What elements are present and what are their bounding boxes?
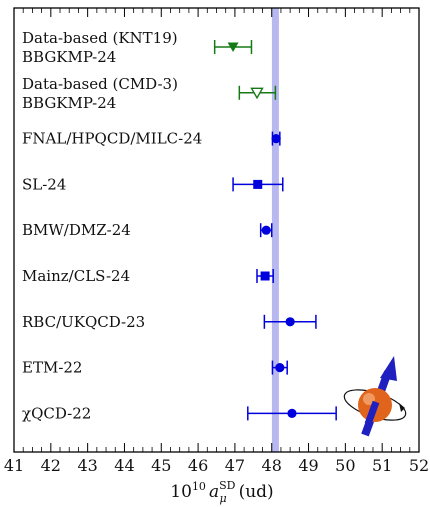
row-label: FNAL/HPQCD/MILC-24 [22, 130, 202, 148]
data-point [275, 363, 285, 373]
data-row: χQCD-22 [22, 404, 337, 422]
average-band [271, 8, 279, 452]
data-row: BMW/DMZ-24 [22, 221, 273, 239]
data-rows: Data-based (KNT19) BBGKMP-24 Data-based (C… [22, 29, 337, 422]
data-point [260, 271, 270, 281]
x-tick-label: 42 [41, 456, 61, 475]
row-label: Data-based (CMD-3) BBGKMP-24 [22, 75, 178, 112]
data-point [271, 134, 281, 144]
x-tick-label: 41 [4, 456, 24, 475]
data-point [287, 408, 297, 418]
muon-spin-icon [343, 356, 407, 437]
row-label: χQCD-22 [22, 404, 91, 422]
data-row: FNAL/HPQCD/MILC-24 [22, 130, 281, 148]
data-row: Data-based (CMD-3) BBGKMP-24 [22, 75, 277, 112]
x-tick-label: 44 [114, 456, 134, 475]
row-label: ETM-22 [22, 359, 82, 377]
data-point [250, 87, 264, 100]
data-point [253, 179, 263, 189]
x-tick-label: 45 [151, 456, 171, 475]
data-row: Data-based (KNT19) BBGKMP-24 [22, 29, 253, 66]
data-point [285, 317, 295, 327]
row-label: RBC/UKQCD-23 [22, 313, 145, 331]
x-tick-label: 52 [409, 456, 429, 475]
row-label: SL-24 [22, 175, 66, 193]
data-row: Mainz/CLS-24 [22, 267, 274, 285]
data-row: SL-24 [22, 175, 284, 193]
x-tick-label: 46 [188, 456, 208, 475]
average-band-rect [271, 8, 279, 452]
x-axis-ticks: 41 42 43 44 45 46 47 48 49 50 51 52 [4, 8, 429, 475]
x-tick-label: 50 [335, 456, 355, 475]
x-axis-title: 1010 aSD μ (ud) [170, 479, 273, 505]
data-row: RBC/UKQCD-23 [22, 313, 317, 331]
row-label: Data-based (KNT19) BBGKMP-24 [22, 29, 178, 66]
x-tick-label: 47 [225, 456, 245, 475]
row-label: BMW/DMZ-24 [22, 221, 131, 239]
row-label: Mainz/CLS-24 [22, 267, 130, 285]
data-point [227, 42, 239, 52]
x-tick-label: 51 [372, 456, 392, 475]
data-point [261, 225, 271, 235]
x-tick-label: 49 [298, 456, 318, 475]
x-tick-label: 43 [77, 456, 97, 475]
data-row: ETM-22 [22, 359, 288, 377]
x-tick-label: 48 [262, 456, 282, 475]
